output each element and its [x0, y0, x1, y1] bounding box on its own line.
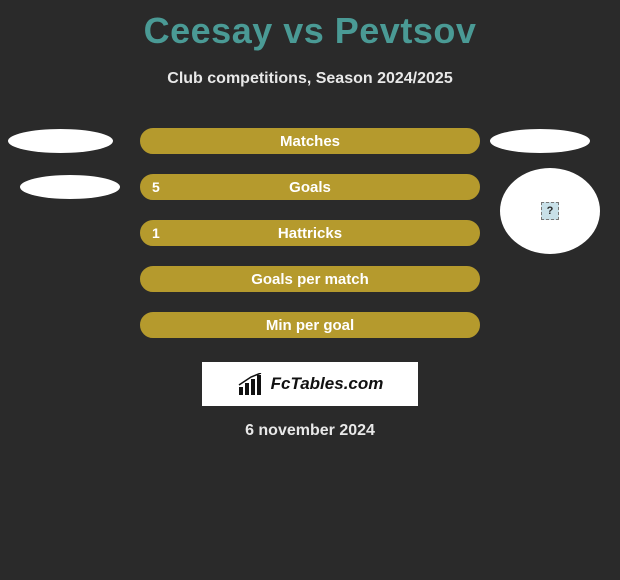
brand-badge: FcTables.com [202, 362, 418, 406]
stat-pill: Min per goal [140, 312, 480, 338]
brand-text: FcTables.com [271, 374, 384, 394]
stat-label: Goals [140, 179, 480, 196]
stat-row-goals: 5 Goals [0, 164, 620, 210]
stat-row-min-per-goal: Min per goal [0, 302, 620, 348]
date-text: 6 november 2024 [0, 422, 620, 440]
stat-pill: 5 Goals [140, 174, 480, 200]
stats-container: Matches 5 Goals 1 Hattricks Goals per ma… [0, 118, 620, 348]
page-title: Ceesay vs Pevtsov [0, 0, 620, 52]
subtitle: Club competitions, Season 2024/2025 [0, 70, 620, 88]
stat-pill: Goals per match [140, 266, 480, 292]
stat-label: Goals per match [140, 271, 480, 288]
stat-row-matches: Matches [0, 118, 620, 164]
stat-label: Matches [140, 133, 480, 150]
brand-chart-icon [237, 373, 265, 395]
stat-label: Hattricks [140, 225, 480, 242]
right-ellipse-icon [490, 129, 590, 153]
stat-row-hattricks: 1 Hattricks [0, 210, 620, 256]
stat-pill: 1 Hattricks [140, 220, 480, 246]
stat-label: Min per goal [140, 317, 480, 334]
left-ellipse-icon [20, 175, 120, 199]
stat-pill: Matches [140, 128, 480, 154]
left-ellipse-icon [8, 129, 113, 153]
stat-row-goals-per-match: Goals per match [0, 256, 620, 302]
